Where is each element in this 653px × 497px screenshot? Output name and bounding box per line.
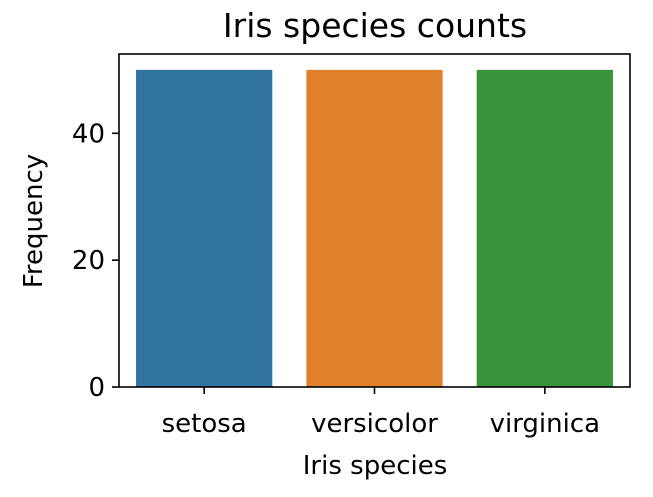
x-axis-title: Iris species [303, 451, 448, 481]
y-axis-ticks: 0 20 40 [72, 119, 119, 403]
y-tick-label: 20 [72, 246, 105, 276]
y-axis-title: Frequency [19, 154, 49, 288]
bar-versicolor [306, 69, 443, 387]
y-tick-label: 40 [72, 119, 105, 149]
bars-group [136, 69, 613, 387]
x-axis-ticks: setosa versicolor virginica [162, 387, 600, 439]
chart-title: Iris species counts [223, 6, 527, 45]
plot-frame [118, 53, 631, 388]
bar-setosa [136, 69, 273, 387]
x-tick-label: virginica [490, 409, 601, 439]
y-tick-label: 0 [88, 373, 105, 403]
x-tick-label: versicolor [311, 409, 438, 439]
x-tick-label: setosa [162, 409, 247, 439]
bar-virginica [476, 69, 613, 387]
